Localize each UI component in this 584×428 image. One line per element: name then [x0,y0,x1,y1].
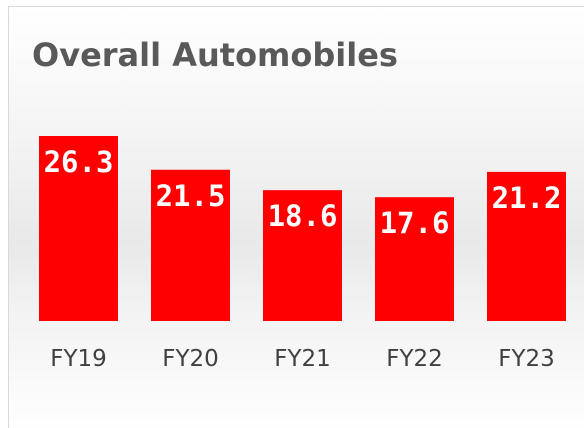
value-label: 26.3 [44,145,114,179]
x-tick-label: FY22 [386,346,443,372]
x-tick-label: FY21 [274,346,331,372]
bar [487,171,566,321]
value-label: 17.6 [380,206,450,240]
bar [263,190,342,321]
value-label: 21.2 [492,181,562,215]
value-label: 18.6 [268,199,338,233]
value-label: 21.5 [156,179,226,213]
x-tick-label: FY23 [498,346,555,372]
bar [39,136,118,321]
bar [375,197,454,321]
x-tick-label: FY19 [50,346,107,372]
plot: 26.3 FY19 21.5 FY20 18.6 FY21 17.6 FY22 21.2 FY23 [39,136,566,372]
bar [151,169,230,321]
chart-title: Overall Automobiles [32,36,398,74]
x-tick-label: FY20 [162,346,219,372]
